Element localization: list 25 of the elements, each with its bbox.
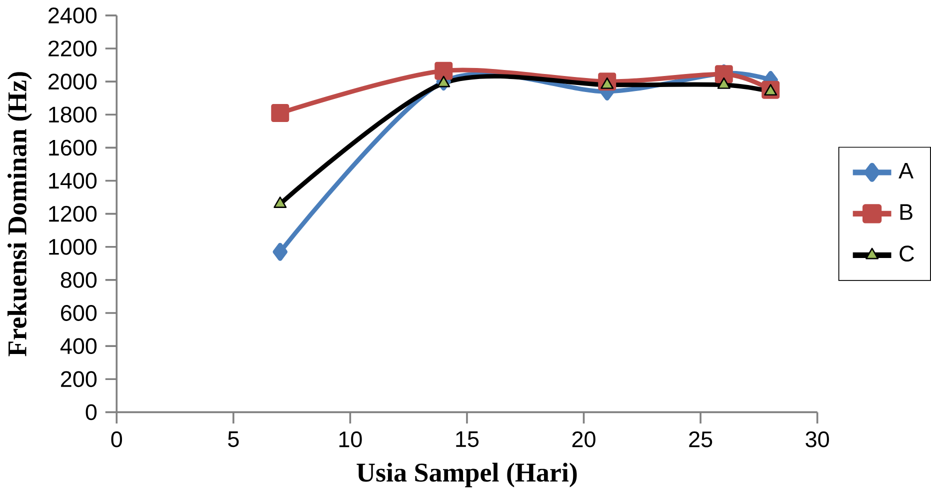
y-tick-label: 1200 (49, 206, 97, 222)
y-tick-label: 1800 (49, 106, 97, 123)
y-tick-label: 2200 (48, 40, 97, 57)
y-tick-label: 2400 (48, 8, 97, 24)
x-axis-title: Usia Sampel (Hari) (356, 462, 577, 488)
y-tick-label: 1000 (49, 239, 97, 255)
legend-label: C (900, 246, 914, 262)
x-tick-label: 15 (456, 432, 479, 448)
x-tick-label: 0 (111, 432, 122, 448)
y-tick-label: 400 (60, 338, 97, 354)
y-tick-label: 2000 (48, 74, 97, 90)
x-tick-label: 30 (806, 432, 829, 448)
x-tick-label: 5 (228, 432, 239, 448)
x-tick-label: 25 (689, 432, 712, 448)
y-tick-label: 600 (61, 305, 97, 322)
y-tick-label: 1400 (49, 172, 97, 189)
y-tick-label: 200 (61, 371, 97, 388)
legend-label: B (900, 204, 912, 220)
y-tick-label: 1600 (49, 140, 97, 156)
x-tick-label: 10 (339, 432, 362, 448)
y-tick-label: 0 (86, 404, 97, 420)
y-tick-label: 800 (60, 272, 97, 288)
x-tick-label: 20 (572, 432, 596, 448)
legend-label: A (898, 163, 914, 179)
y-axis-title: Frekuensi Dominan (Hz) (7, 72, 32, 356)
